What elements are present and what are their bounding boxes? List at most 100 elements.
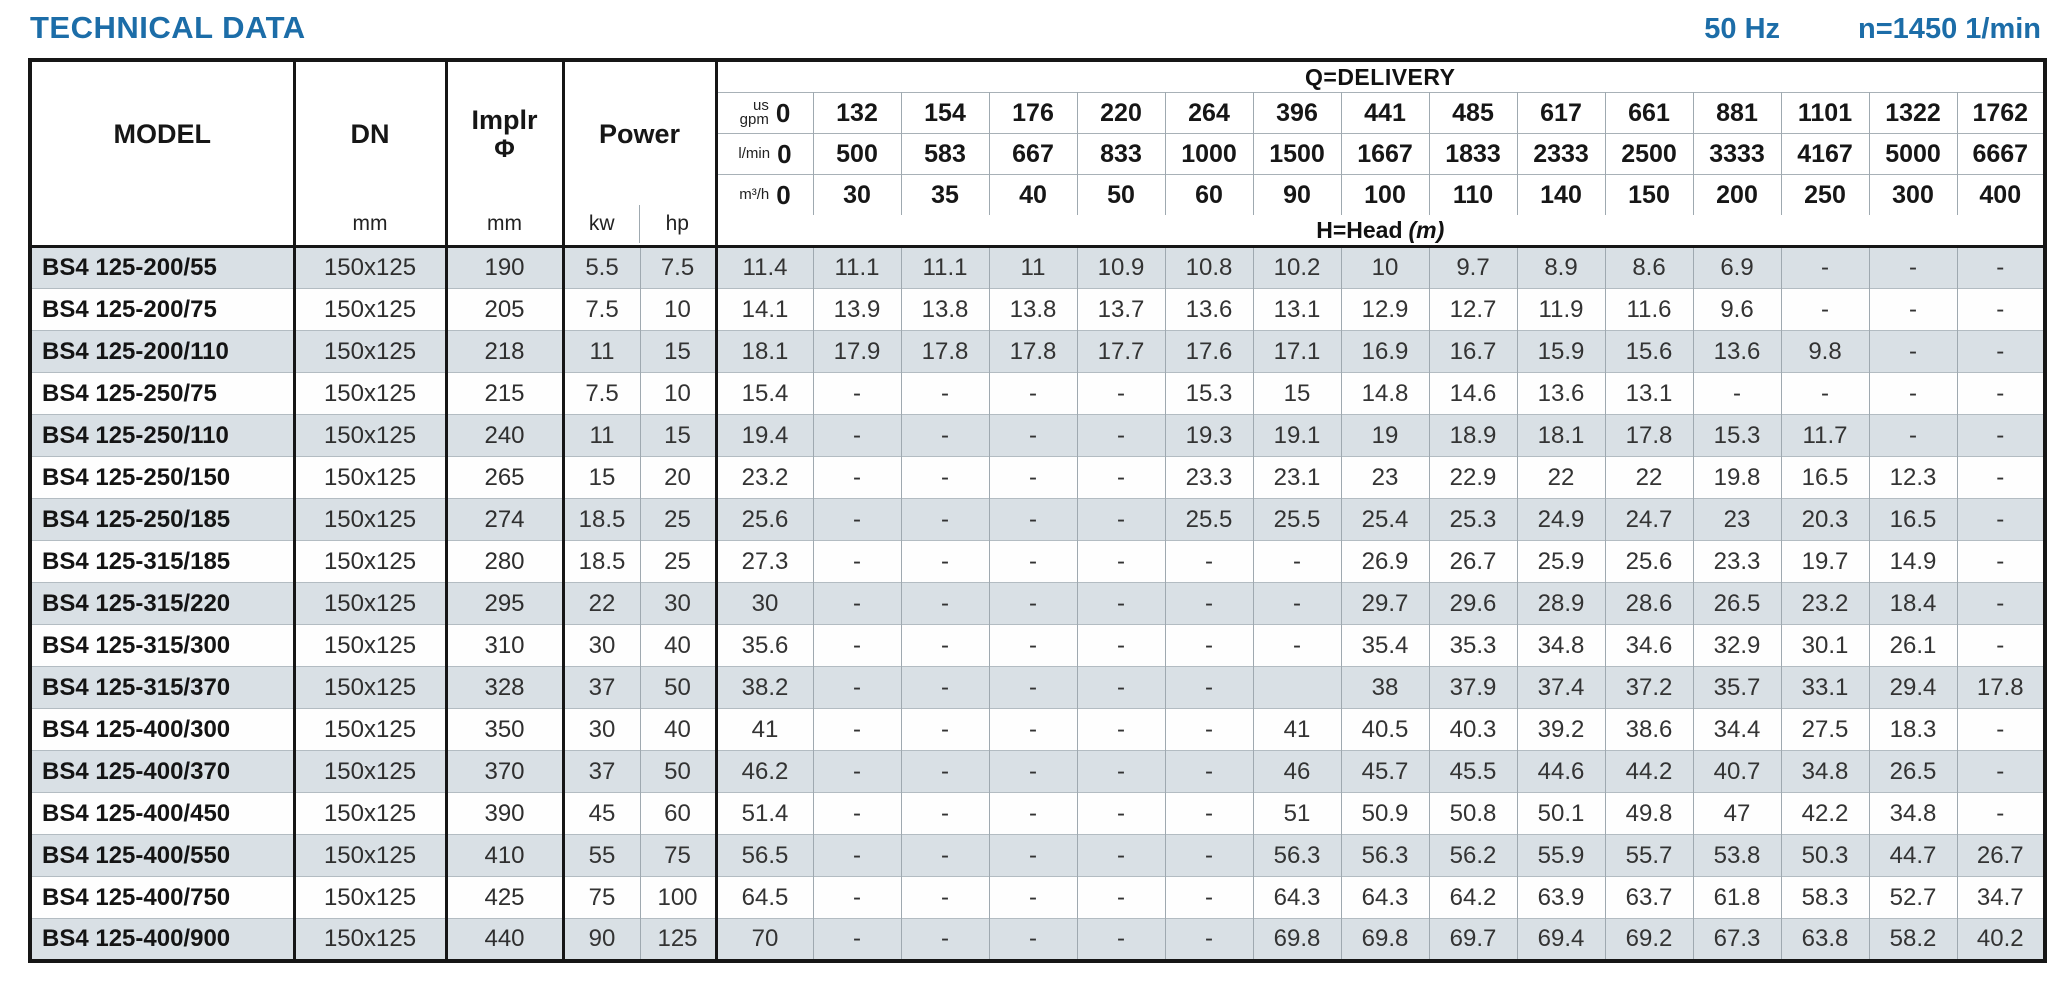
- head-value-cell: 46.2: [716, 750, 814, 793]
- head-value-cell: 56.2: [1429, 834, 1518, 877]
- head-value-cell: -: [1957, 414, 2046, 457]
- head-value-cell: 35.6: [716, 624, 814, 667]
- head-value-cell: 32.9: [1693, 624, 1782, 667]
- head-value-cell: -: [1957, 456, 2046, 499]
- head-value-cell: 63.7: [1605, 876, 1694, 919]
- delivery-header-value: 110: [1429, 174, 1518, 215]
- head-value-cell: 38.2: [716, 666, 814, 709]
- m3h-header-row: m³/h 0 30 35 40 50 60 90 100 110 140 150 200 250 300 40…: [30, 174, 2046, 215]
- model-cell: BS4 125-315/220: [30, 582, 296, 625]
- kw-cell: 11: [563, 414, 641, 457]
- kw-cell: 7.5: [563, 372, 641, 415]
- hp-cell: 7.5: [640, 245, 718, 289]
- head-value-cell: 51: [1253, 792, 1342, 835]
- dn-cell: 150x125: [294, 834, 448, 877]
- head-value-cell: -: [813, 540, 902, 583]
- impeller-cell: 295: [446, 582, 565, 625]
- hp-cell: 60: [640, 792, 718, 835]
- head-value-cell: -: [813, 834, 902, 877]
- head-value-cell: -: [1077, 582, 1166, 625]
- delivery-header-value: us gpm 0: [716, 92, 814, 134]
- dn-cell: 150x125: [294, 750, 448, 793]
- head-value-cell: 19.3: [1165, 414, 1254, 457]
- head-value-cell: 9.7: [1429, 245, 1518, 289]
- delivery-header-value: 881: [1693, 92, 1782, 134]
- head-value-cell: -: [1077, 414, 1166, 457]
- model-cell: BS4 125-315/300: [30, 624, 296, 667]
- head-value-cell: 9.8: [1781, 330, 1870, 373]
- head-value-cell: 37.9: [1429, 666, 1518, 709]
- dn-cell: 150x125: [294, 288, 448, 331]
- head-value-cell: -: [1957, 750, 2046, 793]
- kw-cell: 37: [563, 666, 641, 709]
- head-value-cell: 61.8: [1693, 876, 1782, 919]
- head-value-cell: 15.4: [716, 372, 814, 415]
- kw-cell: 45: [563, 792, 641, 835]
- delivery-header-value: 0: [777, 138, 792, 169]
- hp-cell: 25: [640, 540, 718, 583]
- hp-cell: 25: [640, 498, 718, 541]
- hp-cell: 15: [640, 414, 718, 457]
- power-units: kw hp: [565, 204, 714, 243]
- table-row: BS4 125-400/300 150x125 350 30 40 41- - - - -41 40…: [30, 708, 2046, 751]
- table-row: BS4 125-250/110 150x125 240 11 15 19.4- - - -19.…: [30, 414, 2046, 457]
- head-value-cell: -: [1165, 540, 1254, 583]
- head-value-cell: 12.9: [1341, 288, 1430, 331]
- head-value-cell: -: [1165, 918, 1254, 961]
- head-value-cell: 64.3: [1253, 876, 1342, 919]
- hp-cell: 15: [640, 330, 718, 373]
- head-value-cell: -: [1077, 750, 1166, 793]
- head-value-cell: 15: [1253, 372, 1342, 415]
- head-value-cell: 17.7: [1077, 330, 1166, 373]
- delivery-header-value: 661: [1605, 92, 1694, 134]
- delivery-title: Q=DELIVERY: [1305, 63, 1456, 90]
- head-value-cell: 53.8: [1693, 834, 1782, 877]
- table-row: BS4 125-315/300 150x125 310 30 40 35.6- - - - - -3…: [30, 624, 2046, 667]
- dn-cell: 150x125: [294, 456, 448, 499]
- head-value-cell: 26.1: [1869, 624, 1958, 667]
- head-value-cell: 13.9: [813, 288, 902, 331]
- delivery-header-value: 1762: [1957, 92, 2046, 134]
- model-cell: BS4 125-250/185: [30, 498, 296, 541]
- head-value-cell: -: [901, 834, 990, 877]
- dn-cell: 150x125: [294, 245, 448, 289]
- head-value-cell: -: [1077, 624, 1166, 667]
- hp-cell: 10: [640, 288, 718, 331]
- head-value-cell: -: [813, 498, 902, 541]
- head-value-cell: 9.6: [1693, 288, 1782, 331]
- table-row: BS4 125-400/900 150x125 440 90 125 70- - - - -69.…: [30, 918, 2046, 961]
- head-value-cell: 6.9: [1693, 245, 1782, 289]
- dn-cell: 150x125: [294, 372, 448, 415]
- dn-cell: 150x125: [294, 582, 448, 625]
- head-value-cell: 27.5: [1781, 708, 1870, 751]
- delivery-header-value: m³/h 0: [716, 174, 814, 215]
- head-value-cell: 13.6: [1165, 288, 1254, 331]
- kw-cell: 37: [563, 750, 641, 793]
- delivery-header-value: 40: [989, 174, 1078, 215]
- head-value-cell: 64.5: [716, 876, 814, 919]
- dn-column-header: DN mm: [294, 60, 448, 247]
- dn-header-label: DN: [350, 118, 390, 149]
- kw-unit-label: kw: [588, 211, 615, 235]
- head-value-cell: -: [1077, 456, 1166, 499]
- head-title-row: H=Head (m): [30, 215, 2045, 247]
- delivery-header-value: 100: [1341, 174, 1430, 215]
- head-value-cell: 55.9: [1517, 834, 1606, 877]
- delivery-header-value: 264: [1165, 92, 1254, 134]
- head-value-cell: -: [901, 792, 990, 835]
- head-value-cell: 50.3: [1781, 834, 1870, 877]
- head-value-cell: -: [1165, 876, 1254, 919]
- head-value-cell: -: [1957, 330, 2046, 373]
- power-column-header: Power kw hp: [563, 60, 718, 247]
- delivery-header-value: 1322: [1869, 92, 1958, 134]
- head-value-cell: 11.1: [813, 245, 902, 289]
- model-cell: BS4 125-250/75: [30, 372, 296, 415]
- impeller-cell: 280: [446, 540, 565, 583]
- impeller-cell: 370: [446, 750, 565, 793]
- head-value-cell: -: [989, 372, 1078, 415]
- head-value-cell: 8.9: [1517, 245, 1606, 289]
- head-value-cell: -: [1957, 498, 2046, 541]
- hp-unit-label: hp: [639, 204, 713, 243]
- head-value-cell: 69.8: [1341, 918, 1430, 961]
- head-value-cell: 29.4: [1869, 666, 1958, 709]
